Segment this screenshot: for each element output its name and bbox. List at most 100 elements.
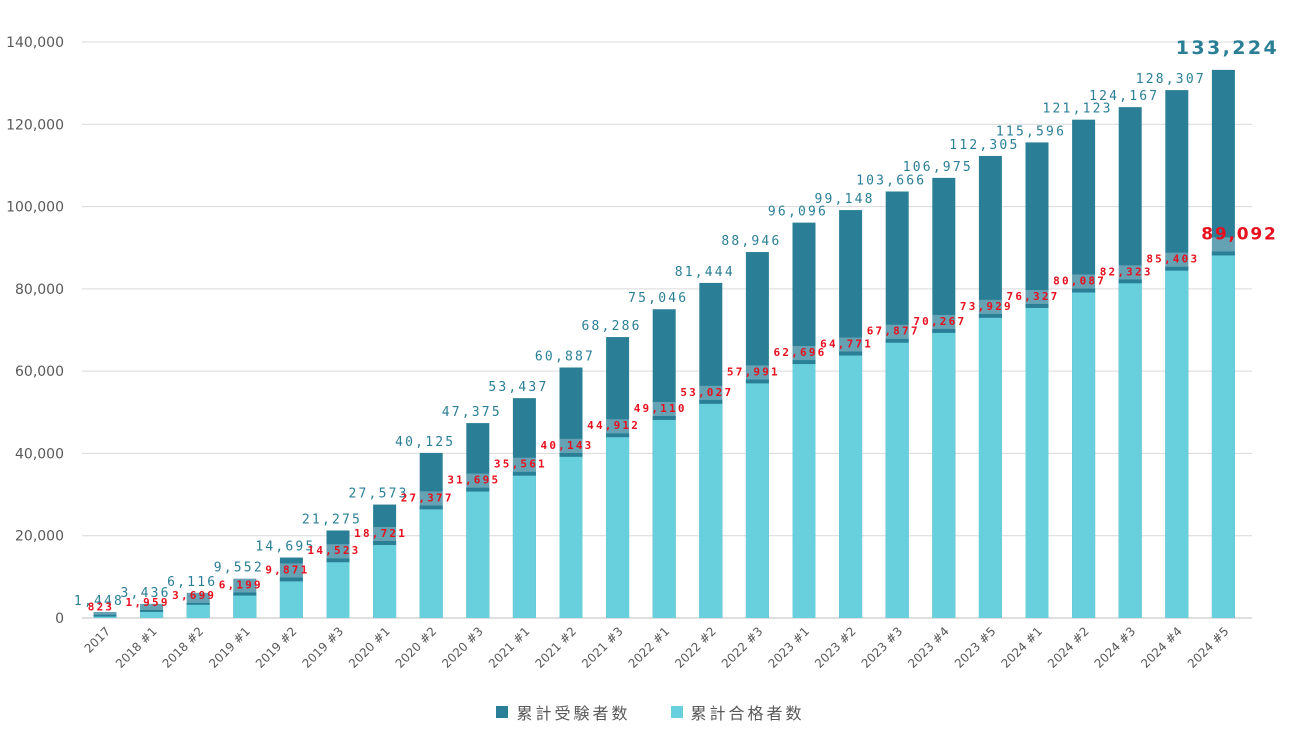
- data-label-pass: 35,561: [494, 458, 547, 471]
- bar-pass-top-band: [559, 452, 583, 457]
- x-tick-label: 2023 #5: [952, 624, 999, 671]
- x-tick-label: 2024 #4: [1138, 624, 1185, 671]
- x-tick-label: 2024 #2: [1045, 624, 1092, 671]
- bar-pass-top-band: [233, 592, 257, 596]
- x-tick-label: 2019 #3: [299, 624, 346, 671]
- bar-pass-top-band: [839, 351, 863, 356]
- x-tick-label: 2022 #2: [672, 624, 719, 671]
- x-tick-label: 2018 #1: [113, 624, 160, 671]
- bar-pass: [745, 379, 769, 618]
- bar-label-highlight: [140, 603, 164, 610]
- x-tick-label: 2021 #3: [579, 624, 626, 671]
- x-tick-label: 2022 #1: [626, 624, 673, 671]
- data-label-pass: 40,143: [541, 439, 594, 452]
- bar-label-highlight: [978, 299, 1002, 314]
- data-label-total: 103,666: [856, 173, 926, 188]
- x-tick-label: 2019 #2: [253, 624, 300, 671]
- bar-pass: [466, 487, 490, 618]
- bar-pass: [1118, 279, 1142, 618]
- bar-label-highlight: [606, 419, 630, 434]
- bar-label-highlight: [512, 457, 536, 472]
- bar-pass: [1211, 251, 1235, 618]
- bar-label-highlight: [699, 385, 723, 400]
- bar-pass-top-band: [885, 338, 909, 343]
- bar-pass: [932, 328, 956, 618]
- data-label-pass: 823: [88, 601, 114, 614]
- bar-label-highlight: [932, 314, 956, 329]
- bar-label-highlight: [745, 365, 769, 380]
- bar-pass-top-band: [419, 505, 443, 510]
- data-label-pass: 31,695: [447, 474, 500, 487]
- data-label-pass: 76,327: [1007, 290, 1060, 303]
- bar-label-highlight: [1118, 265, 1142, 280]
- bar-pass-top-band: [606, 433, 630, 438]
- bars: [93, 69, 1235, 619]
- data-label-total: 75,046: [628, 291, 688, 306]
- bar-label-highlight: [326, 544, 350, 559]
- data-label-total: 60,887: [535, 349, 595, 364]
- x-tick-label: 2020 #1: [346, 624, 393, 671]
- bar-pass: [419, 505, 443, 618]
- x-tick-label: 2023 #3: [859, 624, 906, 671]
- bar-pass: [792, 360, 816, 618]
- data-label-pass: 62,696: [774, 346, 827, 359]
- y-tick-label: 20,000: [15, 529, 64, 545]
- bar-pass: [559, 452, 583, 618]
- bar-label-highlight: [233, 578, 257, 593]
- y-tick-label: 0: [55, 611, 64, 627]
- bar-label-highlight: [652, 401, 676, 416]
- data-label-total: 27,573: [349, 487, 409, 502]
- bar-pass-top-band: [745, 379, 769, 384]
- data-label-total: 124,167: [1089, 89, 1159, 104]
- bar-pass-top-band: [1165, 266, 1189, 271]
- x-tick-label: 2023 #1: [765, 624, 812, 671]
- y-tick-label: 100,000: [6, 200, 64, 216]
- data-label-total: 21,275: [302, 512, 362, 527]
- bar-label-highlight: [466, 473, 490, 488]
- y-tick-label: 140,000: [6, 35, 64, 51]
- bar-pass: [186, 602, 210, 618]
- data-label-total: 96,096: [768, 205, 828, 220]
- data-label-total: 9,552: [214, 561, 264, 576]
- x-tick-label: 2024 #5: [1185, 624, 1232, 671]
- data-label-total: 88,946: [721, 234, 781, 249]
- data-label-pass: 53,027: [680, 386, 733, 399]
- data-label-pass: 82,323: [1100, 265, 1153, 278]
- bar-pass: [978, 313, 1002, 618]
- data-label-total: 47,375: [442, 405, 502, 420]
- bar-pass-top-band: [1072, 288, 1096, 293]
- x-tick-label: 2023 #4: [905, 624, 952, 671]
- data-label-pass: 64,771: [820, 338, 873, 351]
- x-tick-label: 2017: [82, 624, 113, 655]
- data-label-pass: 27,377: [401, 491, 454, 504]
- bar-pass: [885, 338, 909, 618]
- data-label-pass: 89,092: [1201, 224, 1277, 244]
- data-label-total: 106,975: [903, 160, 973, 175]
- x-tick-label: 2024 #1: [998, 624, 1045, 671]
- bar-pass: [606, 433, 630, 618]
- data-label-total: 133,224: [1176, 37, 1279, 59]
- bar-label-highlight: [839, 337, 863, 352]
- data-label-total: 121,123: [1043, 102, 1113, 117]
- bar-label-highlight: [279, 563, 303, 578]
- bar-label-highlight: [1072, 274, 1096, 289]
- legend-item-pass: 累計合格者数: [670, 700, 805, 724]
- bar-pass: [512, 471, 536, 618]
- data-label-total: 40,125: [395, 435, 455, 450]
- data-label-pass: 9,871: [265, 563, 309, 576]
- legend-label-total: 累計受験者数: [516, 704, 631, 723]
- bar-label-highlight: [1165, 252, 1189, 267]
- bar-pass: [373, 540, 397, 618]
- data-label-total: 99,148: [815, 192, 875, 207]
- data-label-total: 128,307: [1136, 72, 1206, 87]
- x-tick-label: 2022 #3: [719, 624, 766, 671]
- data-label-total: 14,695: [255, 540, 315, 555]
- data-label-total: 115,596: [996, 124, 1066, 139]
- y-tick-label: 120,000: [6, 117, 64, 133]
- bar-label-highlight: [93, 612, 117, 615]
- y-tick-label: 40,000: [15, 446, 64, 462]
- bar-pass: [140, 609, 164, 618]
- bar-pass-top-band: [326, 558, 350, 563]
- bar-label-highlight: [1211, 237, 1235, 252]
